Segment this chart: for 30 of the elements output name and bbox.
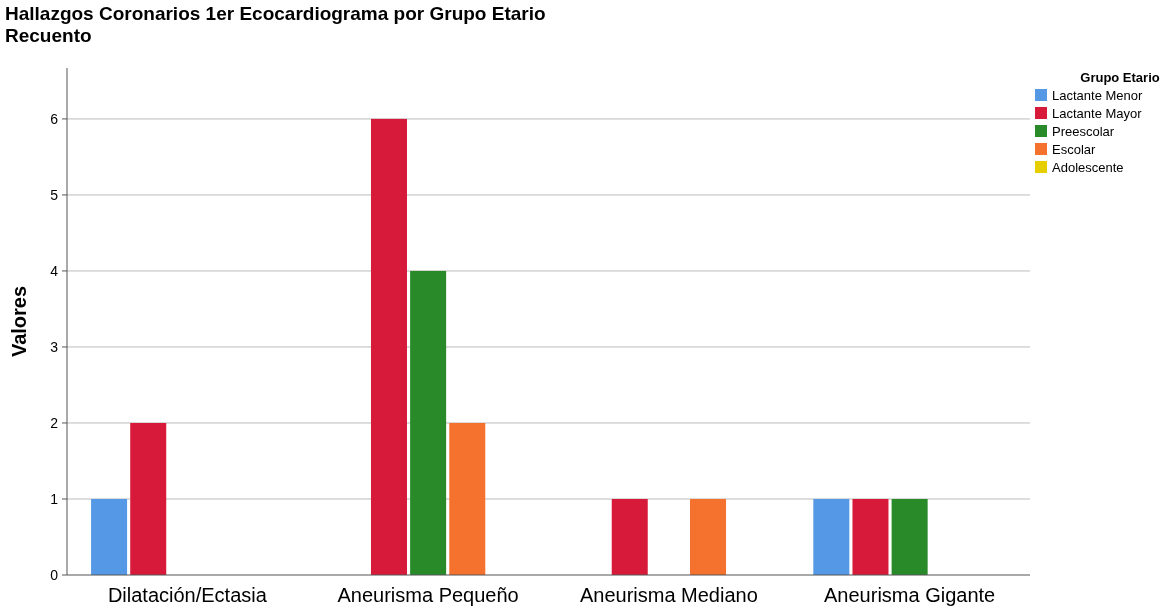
legend-label: Adolescente bbox=[1052, 159, 1124, 175]
legend-title: Grupo Etario bbox=[1080, 70, 1160, 85]
bar bbox=[852, 498, 889, 575]
y-tick-label: 1 bbox=[50, 490, 59, 507]
chart-title: Hallazgos Coronarios 1er Ecocardiograma por Grupo Etario bbox=[5, 3, 546, 24]
bar bbox=[611, 498, 648, 575]
y-tick-label: 2 bbox=[50, 414, 59, 431]
x-tick-label: Aneurisma Gigante bbox=[824, 584, 996, 606]
x-tick-label: Dilatación/Ectasia bbox=[107, 584, 268, 606]
x-tick-label: Aneurisma Mediano bbox=[579, 584, 758, 606]
y-tick-label: 4 bbox=[50, 262, 59, 279]
bar bbox=[370, 118, 407, 575]
bar bbox=[410, 270, 447, 575]
legend-label: Lactante Menor bbox=[1052, 87, 1143, 103]
y-tick-label: 5 bbox=[50, 186, 59, 203]
legend-label: Escolar bbox=[1052, 141, 1097, 157]
legend-label: Lactante Mayor bbox=[1052, 105, 1143, 121]
bar bbox=[91, 498, 128, 575]
y-axis-title: Valores bbox=[8, 285, 30, 358]
bar bbox=[813, 498, 850, 575]
bar bbox=[690, 498, 727, 575]
chart-subtitle: Recuento bbox=[5, 25, 92, 46]
y-tick-label: 0 bbox=[50, 566, 59, 583]
legend-label: Preescolar bbox=[1052, 123, 1115, 139]
x-tick-label: Aneurisma Pequeño bbox=[337, 584, 519, 606]
bar bbox=[130, 422, 167, 575]
y-tick-label: 6 bbox=[50, 110, 59, 127]
bar bbox=[449, 422, 486, 575]
y-tick-label: 3 bbox=[50, 338, 59, 355]
bar bbox=[891, 498, 928, 575]
